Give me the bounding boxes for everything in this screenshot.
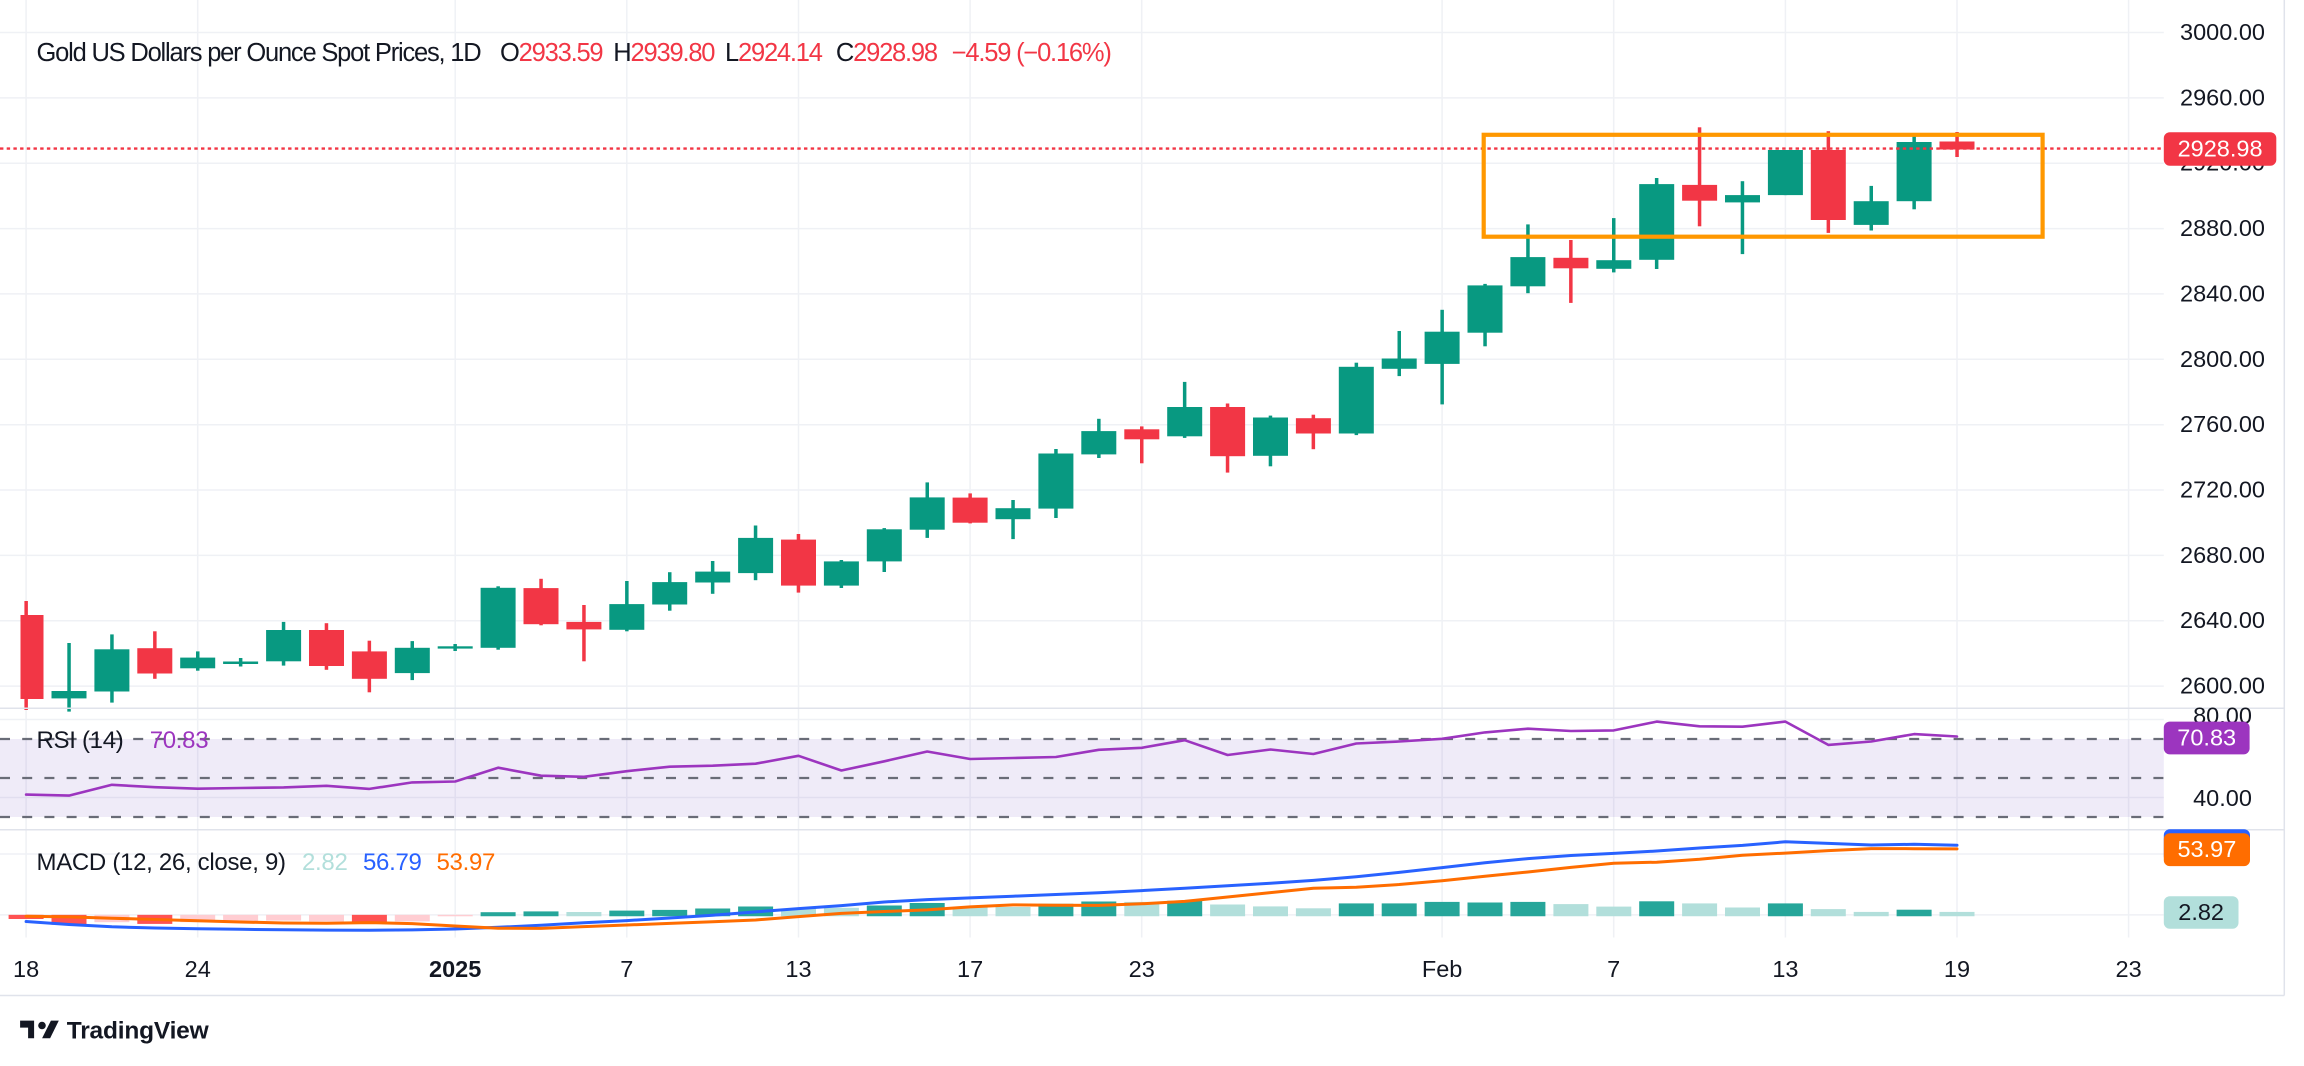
svg-text:TradingView: TradingView	[67, 1018, 210, 1045]
svg-text:7: 7	[1607, 956, 1620, 982]
svg-text:23: 23	[2116, 956, 2142, 982]
svg-text:2880.00: 2880.00	[2180, 215, 2265, 241]
svg-text:24: 24	[185, 956, 211, 982]
svg-text:70.83: 70.83	[2177, 725, 2236, 751]
svg-text:7: 7	[620, 956, 633, 982]
svg-text:Gold US Dollars per Ounce Spot: Gold US Dollars per Ounce Spot Prices, 1…	[37, 39, 1111, 67]
svg-text:3000.00: 3000.00	[2180, 19, 2265, 45]
svg-text:2960.00: 2960.00	[2180, 84, 2265, 110]
svg-text:2025: 2025	[429, 956, 481, 982]
svg-text:Feb: Feb	[1422, 956, 1463, 982]
svg-text:2840.00: 2840.00	[2180, 280, 2265, 306]
svg-text:18: 18	[13, 956, 39, 982]
svg-text:RSI (14) 70.83: RSI (14) 70.83	[37, 727, 209, 754]
svg-text:53.97: 53.97	[2177, 836, 2236, 862]
svg-text:2928.98: 2928.98	[2178, 136, 2263, 162]
svg-text:2800.00: 2800.00	[2180, 346, 2265, 372]
svg-text:2680.00: 2680.00	[2180, 542, 2265, 568]
svg-text:13: 13	[785, 956, 811, 982]
svg-text:2600.00: 2600.00	[2180, 673, 2265, 699]
svg-text:23: 23	[1129, 956, 1155, 982]
svg-text:17: 17	[957, 956, 983, 982]
svg-text:2720.00: 2720.00	[2180, 477, 2265, 503]
svg-text:2760.00: 2760.00	[2180, 411, 2265, 437]
svg-text:2640.00: 2640.00	[2180, 607, 2265, 633]
svg-text:13: 13	[1772, 956, 1798, 982]
svg-text:40.00: 40.00	[2193, 785, 2252, 811]
svg-text:2.82: 2.82	[2178, 899, 2224, 925]
svg-text:19: 19	[1944, 956, 1970, 982]
